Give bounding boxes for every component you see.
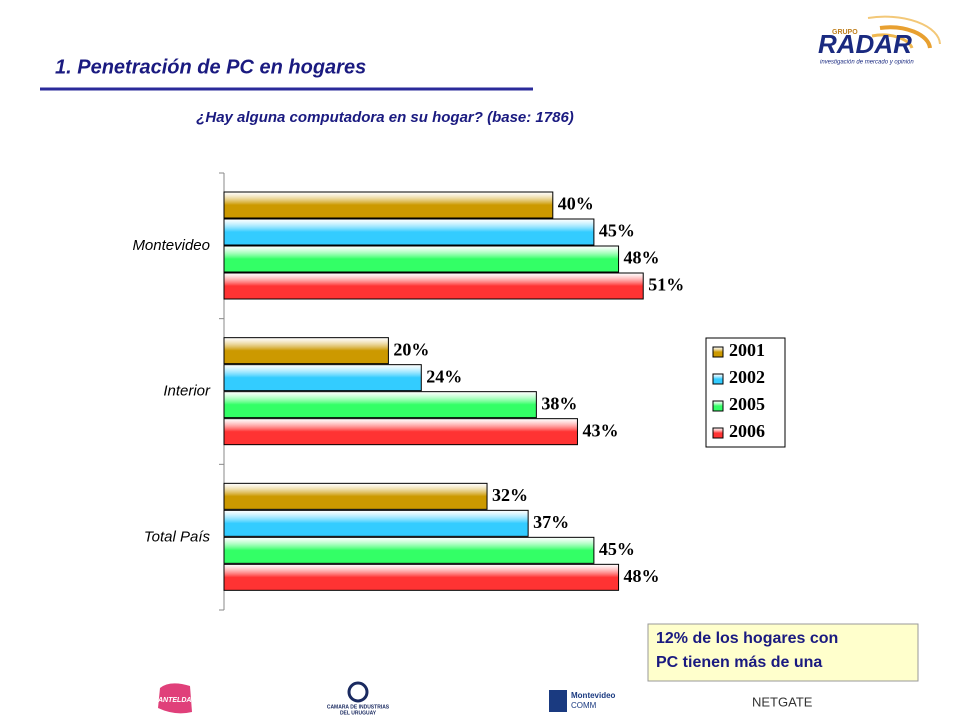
footer-logos: ANTELDATA CAMARA DE INDUSTRIAS DEL URUGU…: [157, 681, 813, 716]
logo-text: COMM: [571, 701, 597, 710]
category-label: Montevideo: [132, 237, 210, 254]
bar: [223, 482, 488, 510]
value-label: 51%: [648, 275, 684, 295]
bar: [223, 245, 620, 273]
ciu-icon: [347, 681, 369, 703]
value-label: 20%: [393, 339, 429, 359]
bar: [223, 272, 644, 300]
note-line: 12% de los hogares con: [656, 630, 838, 647]
legend-swatch: [712, 346, 724, 358]
bar: [223, 536, 595, 564]
legend-swatch: [712, 427, 724, 439]
logo-name: RADAR: [818, 29, 912, 59]
value-label: 45%: [599, 221, 635, 241]
radar-logo: GRUPO RADAR investigación de mercado y o…: [818, 15, 941, 66]
category-label: Total País: [144, 528, 211, 545]
value-label: 48%: [624, 248, 660, 268]
value-label: 38%: [541, 393, 577, 413]
value-label: 37%: [533, 512, 569, 532]
logo-group: GRUPO: [832, 29, 858, 36]
logo-arc: [867, 15, 941, 45]
bar: [223, 337, 389, 365]
legend-label: 2005: [729, 394, 765, 414]
note-line: PC tienen más de una: [656, 654, 822, 671]
logo-arc: [879, 25, 932, 49]
note-box: [647, 623, 919, 682]
bar: [223, 418, 578, 446]
logo-text: ANTELDATA: [157, 697, 200, 704]
mvd-icon: [549, 690, 567, 712]
anteldata-icon: [158, 683, 192, 714]
bar: [223, 218, 595, 246]
value-label: 48%: [624, 566, 660, 586]
logo-text: Montevideo: [571, 691, 616, 700]
value-label: 40%: [558, 194, 594, 214]
value-label: 32%: [492, 485, 528, 505]
legend-swatch: [712, 400, 724, 412]
legend: 2001 2002 2005 2006: [712, 340, 765, 441]
plot: Montevideo40%45%48%51%Interior20%24%38%4…: [132, 172, 684, 611]
logo-tagline: investigación de mercado y opinión: [820, 60, 914, 66]
bar: [223, 509, 529, 537]
chart-subtitle: ¿Hay alguna computadora en su hogar? (ba…: [196, 109, 574, 126]
legend-label: 2006: [729, 421, 765, 441]
category-label: Interior: [163, 383, 211, 400]
bar: [223, 191, 554, 219]
value-label: 24%: [426, 366, 462, 386]
legend-swatch: [712, 373, 724, 385]
chart-title: 1. Penetración de PC en hogares: [55, 56, 366, 78]
legend-label: 2001: [729, 340, 765, 360]
logo-text: CAMARA DE INDUSTRIAS: [327, 704, 390, 710]
bar: [223, 391, 537, 419]
value-label: 45%: [599, 539, 635, 559]
value-label: 43%: [582, 420, 618, 440]
bar: [223, 364, 422, 392]
bar: [223, 563, 620, 591]
logo-arc: [871, 33, 914, 49]
logo-text: NETGATE: [752, 694, 813, 709]
logo-text: DEL URUGUAY: [340, 710, 377, 716]
legend-label: 2002: [729, 367, 765, 387]
